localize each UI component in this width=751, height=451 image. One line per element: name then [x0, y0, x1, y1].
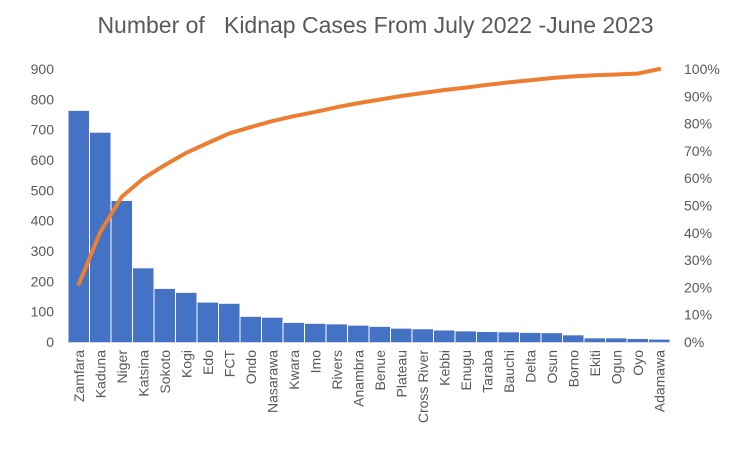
category-label: Adamawa: [651, 350, 667, 412]
category-label: Osun: [544, 350, 560, 383]
bar-series: [68, 110, 670, 342]
category-label: Benue: [372, 350, 388, 391]
category-label: Delta: [522, 350, 538, 383]
right-tick-label: 100%: [684, 61, 720, 77]
left-tick-label: 200: [31, 273, 55, 289]
bar: [606, 338, 627, 342]
left-tick-label: 100: [31, 304, 55, 320]
category-label: Kaduna: [92, 350, 108, 398]
left-tick-label: 0: [46, 334, 54, 350]
category-label: Zamfara: [71, 350, 87, 402]
bar: [434, 330, 455, 342]
category-label: Enugu: [458, 350, 474, 390]
category-label: FCT: [221, 350, 237, 378]
bar: [369, 326, 390, 342]
bar: [498, 332, 519, 342]
category-label: Niger: [114, 350, 130, 384]
cumulative-percent-line: [76, 67, 662, 287]
bar: [455, 331, 476, 342]
category-labels: Zamfara Kaduna Niger Katsina Sokoto Kogi Edo FC…: [71, 350, 668, 424]
bar: [219, 303, 240, 342]
bar: [305, 323, 326, 342]
category-label: Ondo: [243, 350, 259, 384]
category-label: Edo: [200, 350, 216, 375]
right-tick-label: 90%: [684, 88, 712, 104]
bar: [391, 328, 412, 342]
bar: [154, 288, 175, 342]
right-tick-label: 70%: [684, 143, 712, 159]
left-tick-label: 400: [31, 213, 55, 229]
right-tick-label: 30%: [684, 252, 712, 268]
bar: [520, 332, 541, 342]
right-axis-ticks: 0% 10% 20% 30% 40% 50% 60% 70% 80% 90% 100%: [684, 61, 720, 350]
left-tick-label: 300: [31, 243, 55, 259]
bar: [133, 268, 154, 342]
bar: [197, 302, 218, 342]
category-label: Kwara: [286, 350, 302, 390]
right-tick-label: 60%: [684, 170, 712, 186]
bar: [262, 317, 283, 342]
category-label: Ogun: [608, 350, 624, 384]
left-tick-label: 500: [31, 182, 55, 198]
chart-title: Number of Kidnap Cases From July 2022 -J…: [97, 12, 654, 38]
category-label: Imo: [307, 350, 323, 374]
left-tick-label: 700: [31, 122, 55, 138]
bar: [541, 333, 562, 342]
category-label: Borno: [565, 350, 581, 388]
category-label: Taraba: [479, 350, 495, 393]
category-label: Sokoto: [157, 350, 173, 394]
bar: [412, 329, 433, 342]
category-label: Anambra: [350, 350, 366, 407]
bar: [326, 324, 347, 342]
left-tick-label: 900: [31, 61, 55, 77]
bar: [563, 335, 584, 342]
category-label: Kebbi: [436, 350, 452, 386]
bar: [627, 338, 648, 342]
right-tick-label: 50%: [684, 198, 712, 214]
left-tick-label: 800: [31, 91, 55, 107]
category-label: Rivers: [329, 350, 345, 390]
category-label: Cross River: [415, 350, 431, 423]
category-label: Katsina: [135, 350, 151, 397]
right-tick-label: 0%: [684, 334, 704, 350]
right-tick-label: 80%: [684, 116, 712, 132]
bar: [111, 200, 132, 342]
right-tick-label: 40%: [684, 225, 712, 241]
right-tick-label: 10%: [684, 307, 712, 323]
category-label: Ekiti: [587, 350, 603, 376]
category-label: Oyo: [630, 350, 646, 376]
cumulative-line: [76, 67, 662, 287]
bar: [649, 339, 670, 342]
bar: [584, 338, 605, 342]
right-tick-label: 20%: [684, 279, 712, 295]
category-label: Nasarawa: [264, 350, 280, 413]
category-label: Kogi: [178, 350, 194, 378]
category-label: Plateau: [393, 350, 409, 397]
bar: [68, 110, 89, 342]
bar: [477, 331, 498, 342]
bar: [283, 322, 304, 342]
left-axis-ticks: 0 100 200 300 400 500 600 700 800 900: [31, 61, 55, 350]
left-tick-label: 600: [31, 152, 55, 168]
category-label: Bauchi: [501, 350, 517, 393]
bar: [176, 292, 197, 342]
bar: [240, 316, 261, 342]
bar: [348, 325, 369, 342]
